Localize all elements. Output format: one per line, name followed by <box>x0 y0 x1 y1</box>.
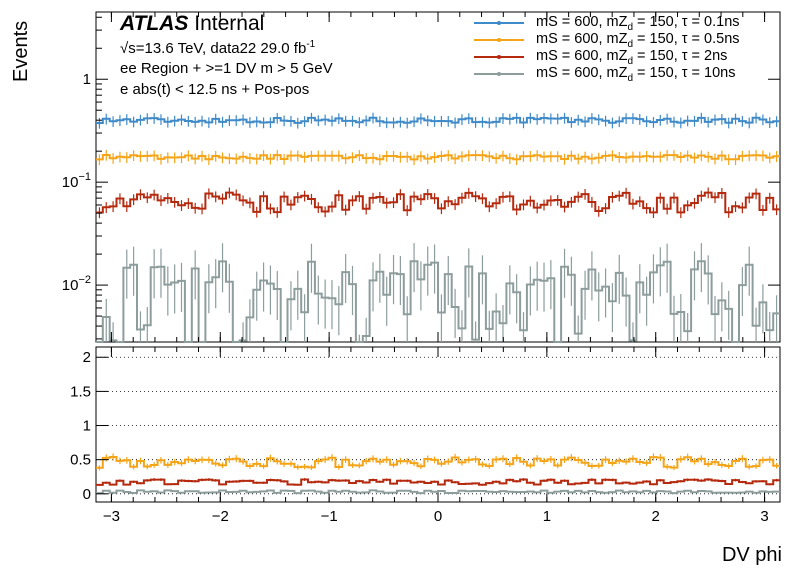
legend-entry: mS = 600, mZd = 150, τ = 10ns <box>472 65 772 84</box>
atlas-status: Internal <box>194 12 265 35</box>
ratio-series-2-histogram <box>96 489 780 495</box>
cut-label: e abs(t) < 12.5 ns + Pos-pos <box>120 81 310 98</box>
legend-label: mS = 600, mZd = 150, τ = 0.5ns <box>536 31 740 50</box>
x-tick-label: 3 <box>760 508 768 525</box>
ratio-series-1-histogram <box>96 478 780 486</box>
legend-label: mS = 600, mZd = 150, τ = 10ns <box>536 65 736 84</box>
x-tick-label: 1 <box>543 508 551 525</box>
x-tick-label: −1 <box>321 508 338 525</box>
lumi-label: √s=13.6 TeV, data22 29.0 fb-1 <box>120 39 315 57</box>
ratio-panel-frame <box>95 346 781 503</box>
x-tick-label: −3 <box>103 508 120 525</box>
ratio-series-0-histogram <box>96 456 780 469</box>
x-axis-title: DV phi <box>721 544 782 566</box>
ratio-y-tick-label: 1 <box>83 418 91 435</box>
ratio-y-tick-label: 2 <box>83 349 91 366</box>
legend-entry: mS = 600, mZd = 150, τ = 2ns <box>472 48 772 67</box>
lumi-text: √s=13.6 TeV, data22 29.0 fb <box>120 40 307 57</box>
legend-marker <box>497 38 501 42</box>
region-label: ee Region + >=1 DV m > 5 GeV <box>120 60 333 77</box>
x-tick-label: 0 <box>434 508 442 525</box>
x-tick-label: 2 <box>652 508 660 525</box>
legend-entry: mS = 600, mZd = 150, τ = 0.1ns <box>472 14 772 33</box>
upper-series-0-histogram <box>96 116 780 124</box>
upper-series-1-histogram <box>96 154 780 161</box>
legend-label: mS = 600, mZd = 150, τ = 2ns <box>536 48 728 67</box>
upper-y-tick-label: 1 <box>83 71 91 88</box>
atlas-logo-text: ATLAS <box>120 12 189 35</box>
ratio-y-tick-label: 0.5 <box>70 452 91 469</box>
legend-marker <box>497 21 501 25</box>
upper-y-tick-label: 10−2 <box>62 274 91 294</box>
y-axis-title: Events <box>10 20 32 82</box>
upper-series-3-histogram <box>96 260 780 343</box>
legend-marker <box>497 72 501 76</box>
ratio-y-tick-label: 1.5 <box>70 383 91 400</box>
atlas-label: ATLAS Internal <box>120 12 264 36</box>
legend-label: mS = 600, mZd = 150, τ = 0.1ns <box>536 14 740 33</box>
legend-marker <box>497 55 501 59</box>
x-tick-label: −2 <box>212 508 229 525</box>
ratio-y-tick-label: 0 <box>83 486 91 503</box>
legend-entry: mS = 600, mZd = 150, τ = 0.5ns <box>472 31 772 50</box>
upper-series-2-histogram <box>96 191 780 214</box>
lumi-superscript: -1 <box>306 39 316 50</box>
upper-y-tick-label: 10−1 <box>62 171 91 191</box>
